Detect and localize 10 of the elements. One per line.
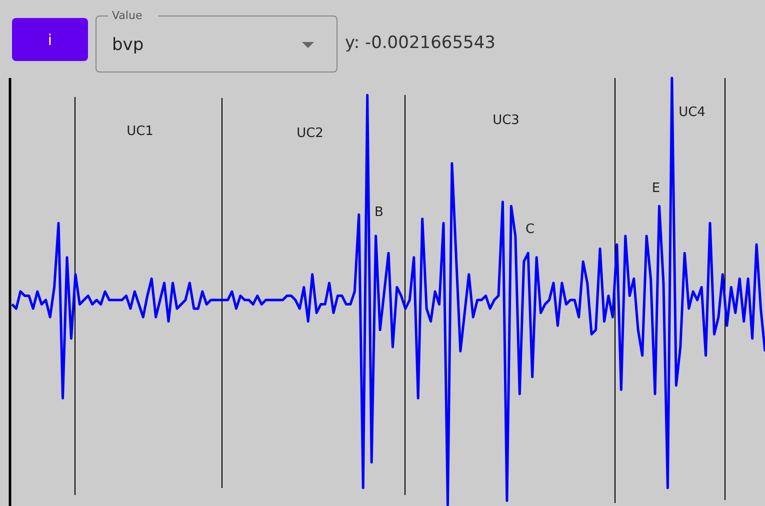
annotation: UC3 bbox=[492, 113, 520, 128]
info-button: i bbox=[12, 18, 88, 61]
annotation: E bbox=[652, 181, 660, 196]
annotation: UC4 bbox=[678, 105, 706, 120]
value-select: Value bvp bbox=[96, 9, 338, 72]
annotation: B bbox=[374, 205, 384, 220]
annotation: UC1 bbox=[126, 124, 154, 139]
text: y: -0.0021665543 bbox=[345, 33, 496, 53]
annotation: C bbox=[525, 222, 535, 237]
annotation: UC2 bbox=[296, 126, 324, 141]
